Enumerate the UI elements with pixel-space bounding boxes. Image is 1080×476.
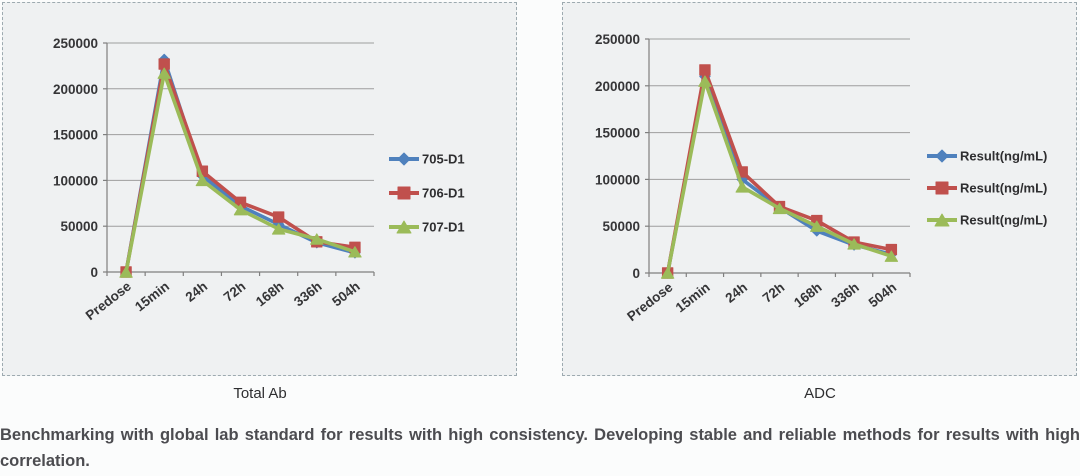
svg-text:15min: 15min — [132, 279, 172, 315]
svg-text:200000: 200000 — [595, 79, 640, 94]
legend-label: Result(ng/mL) — [960, 213, 1047, 228]
svg-text:72h: 72h — [760, 280, 788, 306]
svg-text:72h: 72h — [221, 279, 249, 305]
svg-text:50000: 50000 — [602, 219, 640, 234]
series-result-ng-ml--2 — [660, 75, 899, 279]
legend: 705-D1 706-D1 707-D1 — [389, 152, 465, 235]
svg-text:0: 0 — [90, 265, 98, 280]
total-ab-chart: 0 50000 100000 150000 200000 250000 Predose15m… — [53, 36, 465, 323]
legend-label: Result(ng/mL) — [960, 181, 1047, 196]
svg-text:24h: 24h — [722, 280, 750, 306]
axes — [103, 42, 375, 276]
svg-text:100000: 100000 — [595, 172, 640, 187]
svg-text:Predose: Predose — [624, 279, 676, 324]
svg-text:15min: 15min — [673, 280, 713, 316]
legend: Result(ng/mL) Result(ng/mL) Result(ng/mL) — [927, 149, 1047, 228]
adc-chart: 0 50000 100000 150000 200000 250000 Predose15m… — [595, 32, 1047, 324]
svg-text:504h: 504h — [866, 280, 899, 311]
series-707-d1-2 — [119, 67, 362, 278]
svg-text:100000: 100000 — [53, 173, 98, 188]
svg-text:168h: 168h — [791, 280, 824, 311]
svg-text:Predose: Predose — [83, 278, 135, 323]
svg-text:250000: 250000 — [595, 32, 640, 47]
svg-text:336h: 336h — [828, 280, 861, 311]
legend-label: 705-D1 — [422, 152, 465, 167]
svg-text:168h: 168h — [253, 279, 286, 310]
svg-text:24h: 24h — [183, 279, 211, 305]
svg-text:50000: 50000 — [60, 219, 98, 234]
gridlines — [649, 38, 910, 227]
legend-label: 706-D1 — [422, 186, 465, 201]
svg-text:200000: 200000 — [53, 82, 98, 97]
svg-text:0: 0 — [632, 266, 640, 281]
y-axis-labels: 0 50000 100000 150000 200000 250000 — [595, 32, 640, 281]
legend-label: 707-D1 — [422, 220, 465, 235]
caption-text: Benchmarking with global lab standard fo… — [0, 426, 1080, 471]
svg-text:336h: 336h — [291, 279, 324, 310]
chart-title-adc: ADC — [804, 385, 836, 402]
svg-text:504h: 504h — [329, 279, 362, 310]
svg-text:250000: 250000 — [53, 36, 98, 51]
svg-text:150000: 150000 — [53, 128, 98, 143]
axes — [645, 38, 911, 277]
chart-title-total-ab: Total Ab — [233, 385, 287, 402]
svg-text:150000: 150000 — [595, 126, 640, 141]
chart-panel-total-ab: 0 50000 100000 150000 200000 250000 Predose 15m… — [2, 2, 517, 376]
legend-label: Result(ng/mL) — [960, 149, 1047, 164]
y-axis-labels: 0 50000 100000 150000 200000 250000 — [53, 36, 98, 280]
chart-panel-adc: 0 50000 100000 150000 200000 250000 Predose 15m… — [562, 2, 1077, 376]
